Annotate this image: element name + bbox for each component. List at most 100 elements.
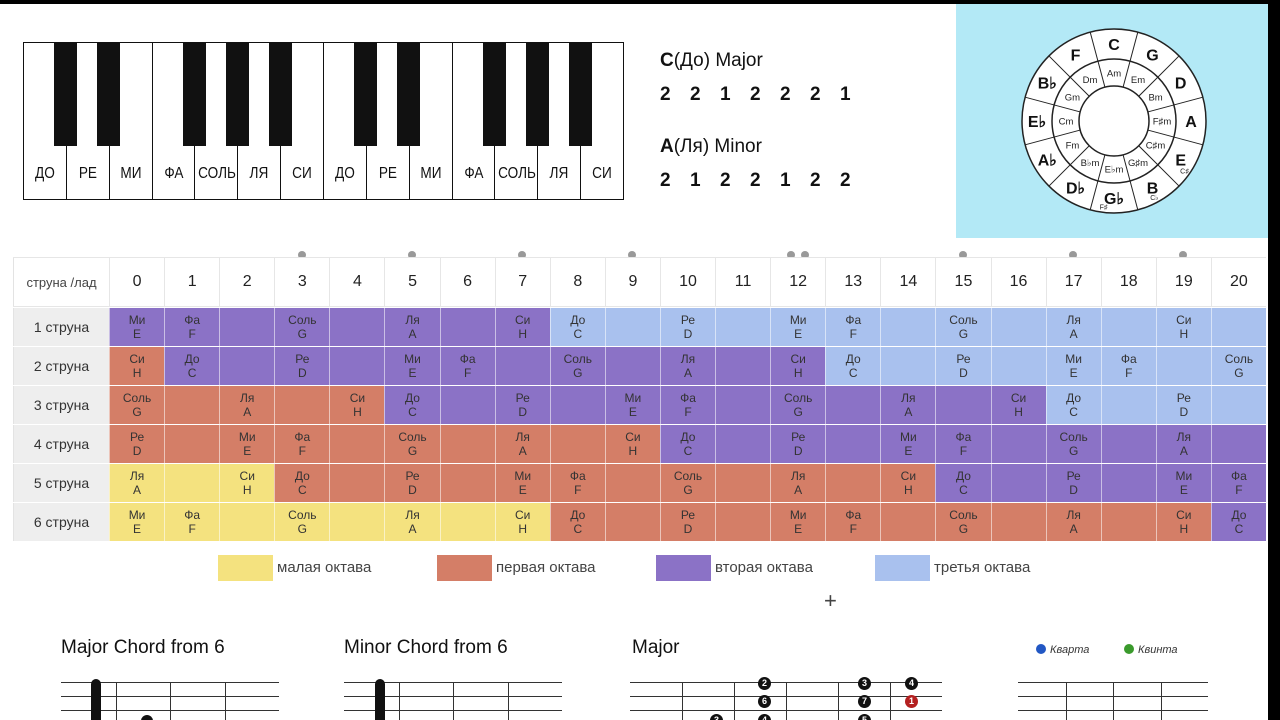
- note-cell[interactable]: [604, 347, 660, 385]
- note-cell[interactable]: Ми E: [1045, 347, 1101, 385]
- note-cell[interactable]: [164, 425, 220, 463]
- black-key[interactable]: [97, 42, 121, 146]
- note-cell[interactable]: До C: [549, 503, 605, 541]
- note-cell[interactable]: До C: [164, 347, 220, 385]
- note-cell[interactable]: Ля A: [659, 347, 716, 385]
- note-cell[interactable]: [1100, 503, 1156, 541]
- note-cell[interactable]: Ля A: [384, 503, 440, 541]
- major-key-label[interactable]: G: [1146, 47, 1158, 64]
- note-cell[interactable]: Си H: [109, 347, 165, 385]
- minor-key-label[interactable]: F♯m: [1153, 117, 1172, 128]
- note-cell[interactable]: [825, 464, 881, 502]
- note-cell[interactable]: [715, 347, 771, 385]
- note-cell[interactable]: До C: [659, 425, 716, 463]
- note-cell[interactable]: Соль G: [109, 386, 165, 424]
- plus-icon[interactable]: +: [824, 588, 837, 613]
- note-cell[interactable]: Си H: [1155, 503, 1211, 541]
- note-cell[interactable]: [1100, 425, 1156, 463]
- minor-key-label[interactable]: Dm: [1083, 75, 1098, 86]
- note-cell[interactable]: [329, 503, 385, 541]
- note-cell[interactable]: Ми E: [604, 386, 660, 424]
- note-cell[interactable]: Соль G: [1045, 425, 1101, 463]
- note-cell[interactable]: Соль G: [1210, 347, 1266, 385]
- minor-key-label[interactable]: C♯m: [1146, 141, 1166, 152]
- black-key[interactable]: [54, 42, 78, 146]
- note-cell[interactable]: [164, 464, 220, 502]
- note-cell[interactable]: [1100, 386, 1156, 424]
- note-cell[interactable]: [990, 425, 1046, 463]
- black-key[interactable]: [182, 42, 206, 146]
- note-cell[interactable]: Фа F: [274, 425, 330, 463]
- minor-key-label[interactable]: Bm: [1148, 93, 1162, 104]
- major-key-label[interactable]: A: [1185, 114, 1197, 131]
- major-key-label[interactable]: B♭: [1038, 76, 1057, 93]
- note-cell[interactable]: Ре D: [1045, 464, 1101, 502]
- note-cell[interactable]: [825, 386, 881, 424]
- minor-key-label[interactable]: Am: [1107, 69, 1121, 80]
- major-key-label[interactable]: G♭: [1104, 191, 1124, 208]
- minor-key-label[interactable]: Gm: [1065, 93, 1080, 104]
- major-key-label[interactable]: E♭: [1028, 114, 1046, 131]
- note-cell[interactable]: [604, 464, 660, 502]
- note-cell[interactable]: [219, 347, 275, 385]
- note-cell[interactable]: Си H: [494, 503, 550, 541]
- note-cell[interactable]: Ля A: [1155, 425, 1211, 463]
- note-cell[interactable]: До C: [549, 308, 605, 346]
- minor-key-label[interactable]: E♭m: [1105, 165, 1124, 176]
- minor-key-label[interactable]: B♭m: [1081, 158, 1100, 169]
- note-cell[interactable]: Ми E: [109, 308, 165, 346]
- note-cell[interactable]: [439, 503, 495, 541]
- note-cell[interactable]: Соль G: [274, 503, 330, 541]
- minor-key-label[interactable]: G♯m: [1128, 158, 1148, 169]
- note-cell[interactable]: Ре D: [109, 425, 165, 463]
- note-cell[interactable]: [439, 464, 495, 502]
- major-key-label[interactable]: C: [1108, 37, 1120, 54]
- note-cell[interactable]: [274, 386, 330, 424]
- note-cell[interactable]: Ля A: [219, 386, 275, 424]
- note-cell[interactable]: Си H: [219, 464, 275, 502]
- note-cell[interactable]: [715, 464, 771, 502]
- note-cell[interactable]: [1155, 347, 1211, 385]
- note-cell[interactable]: [825, 425, 881, 463]
- note-cell[interactable]: [880, 503, 936, 541]
- note-cell[interactable]: Ми E: [770, 503, 826, 541]
- note-cell[interactable]: [990, 503, 1046, 541]
- note-cell[interactable]: [604, 503, 660, 541]
- note-cell[interactable]: [439, 425, 495, 463]
- note-cell[interactable]: Ля A: [1045, 503, 1101, 541]
- note-cell[interactable]: Фа F: [825, 308, 881, 346]
- note-cell[interactable]: Ми E: [109, 503, 165, 541]
- note-cell[interactable]: Ре D: [770, 425, 826, 463]
- note-cell[interactable]: До C: [274, 464, 330, 502]
- note-cell[interactable]: [1210, 386, 1266, 424]
- note-cell[interactable]: [549, 386, 605, 424]
- note-cell[interactable]: Ре D: [1155, 386, 1211, 424]
- note-cell[interactable]: [880, 347, 936, 385]
- note-cell[interactable]: Си H: [880, 464, 936, 502]
- note-cell[interactable]: Ре D: [659, 308, 716, 346]
- note-cell[interactable]: [715, 308, 771, 346]
- black-key[interactable]: [354, 42, 378, 146]
- major-key-label[interactable]: D♭: [1066, 181, 1085, 198]
- note-cell[interactable]: Соль G: [770, 386, 826, 424]
- major-key-label[interactable]: A♭: [1038, 153, 1057, 170]
- note-cell[interactable]: Си H: [1155, 308, 1211, 346]
- note-cell[interactable]: Ми E: [384, 347, 440, 385]
- black-key[interactable]: [397, 42, 421, 146]
- note-cell[interactable]: Ре D: [659, 503, 716, 541]
- note-cell[interactable]: [990, 464, 1046, 502]
- black-key[interactable]: [568, 42, 592, 146]
- note-cell[interactable]: [329, 464, 385, 502]
- note-cell[interactable]: [494, 347, 550, 385]
- note-cell[interactable]: Си H: [604, 425, 660, 463]
- note-cell[interactable]: [164, 386, 220, 424]
- note-cell[interactable]: Ми E: [1155, 464, 1211, 502]
- major-key-label[interactable]: D: [1175, 76, 1187, 93]
- note-cell[interactable]: Фа F: [549, 464, 605, 502]
- note-cell[interactable]: [1100, 308, 1156, 346]
- note-cell[interactable]: [329, 425, 385, 463]
- major-key-label[interactable]: F: [1071, 47, 1081, 64]
- note-cell[interactable]: Ми E: [880, 425, 936, 463]
- note-cell[interactable]: Фа F: [1210, 464, 1266, 502]
- note-cell[interactable]: Фа F: [659, 386, 716, 424]
